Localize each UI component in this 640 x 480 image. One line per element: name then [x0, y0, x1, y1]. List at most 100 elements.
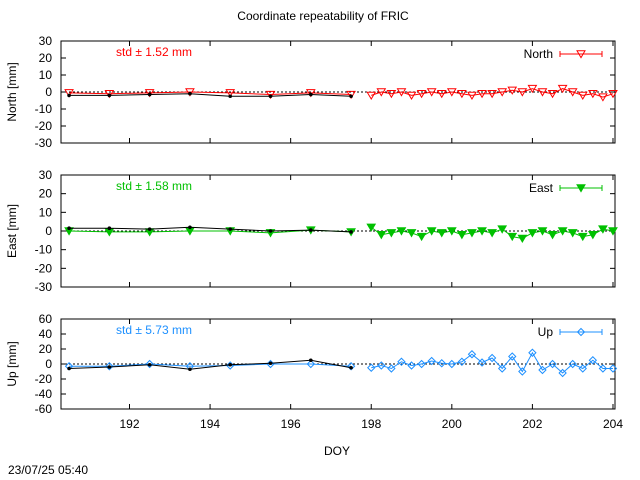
up-ytick-label: -20 — [35, 372, 53, 386]
north-hourly-point — [567, 88, 578, 97]
north-daily-markers-point — [144, 89, 155, 98]
north-hourly-point — [366, 91, 377, 100]
east-ytick-label: 30 — [39, 168, 53, 182]
up-xtick-label: 204 — [603, 417, 623, 431]
up-daily-black-point — [268, 361, 273, 366]
up-ytick-label: -60 — [35, 402, 53, 416]
up-daily-markers-point — [145, 359, 154, 369]
north-hourly-point — [477, 90, 487, 99]
east-hourly-point — [426, 227, 437, 236]
east-ytick-label: 0 — [45, 224, 52, 238]
up-hourly-point — [427, 356, 436, 366]
east-hourly-point — [547, 231, 558, 240]
up-hourly-point — [497, 364, 507, 373]
up-hourly-point — [457, 357, 467, 366]
north-legend-label: North — [524, 47, 553, 61]
up-xtick-label: 202 — [522, 417, 542, 431]
north-hourly-point — [517, 88, 528, 97]
up-hourly-point — [437, 359, 446, 368]
up-hourly-point — [508, 352, 517, 361]
east-hourly-point — [386, 229, 397, 238]
east-hourly-point — [396, 227, 407, 236]
up-xtick-label: 194 — [200, 417, 220, 431]
up-daily-markers-point — [105, 362, 114, 371]
east-hourly-point — [487, 229, 497, 238]
east-daily-black-line — [69, 226, 352, 233]
up-xtick-label: 192 — [119, 417, 139, 431]
east-ytick-label: 20 — [39, 187, 53, 201]
north-hourly-line — [371, 88, 614, 98]
up-std-label: std ± 5.73 mm — [116, 323, 192, 337]
north-ytick-label: -10 — [35, 102, 53, 116]
up-legend-marker — [576, 327, 586, 337]
up-daily-markers-line — [69, 363, 352, 367]
east-hourly-point — [598, 225, 608, 234]
north-ytick-label: 30 — [39, 34, 53, 48]
north-daily-black-point — [268, 94, 273, 99]
up-daily-black-point — [107, 365, 112, 369]
north-hourly-point — [557, 84, 568, 94]
north-hourly-point — [587, 90, 598, 99]
east-daily-black-point — [188, 225, 192, 230]
up-xtick-label: 200 — [442, 417, 462, 431]
timestamp: 23/07/25 05:40 — [8, 463, 88, 477]
up-daily-black-point — [309, 358, 313, 363]
up-daily-markers-point — [346, 362, 356, 371]
north-daily-markers-point — [64, 89, 74, 98]
north-daily-black-line — [69, 93, 352, 97]
north-daily-markers-point — [265, 90, 276, 100]
up-hourly-point — [608, 364, 618, 373]
east-hourly-point — [517, 234, 528, 244]
east-hourly-point — [497, 225, 508, 234]
east-hourly-point — [446, 227, 457, 236]
up-ytick-label: 20 — [39, 342, 53, 356]
up-hourly-point — [377, 361, 386, 370]
north-daily-black-point — [107, 93, 112, 98]
east-hourly-point — [467, 229, 477, 238]
north-daily-markers-point — [225, 89, 236, 98]
up-hourly-point — [588, 356, 598, 365]
up-hourly-point — [367, 363, 376, 372]
east-hourly-point — [527, 229, 538, 238]
north-hourly-point — [386, 90, 397, 99]
east-hourly-point — [587, 231, 598, 240]
up-ytick-label: 40 — [39, 327, 53, 341]
up-hourly-point — [548, 359, 557, 369]
up-hourly-point — [598, 364, 608, 373]
north-daily-black-point — [228, 94, 233, 99]
north-ytick-label: 0 — [45, 85, 52, 99]
east-daily-black-point — [147, 227, 152, 231]
up-daily-black-point — [147, 362, 152, 367]
up-hourly-line — [371, 351, 613, 374]
up-daily-black-point — [188, 367, 192, 372]
up-hourly-point — [487, 353, 497, 363]
north-hourly-point — [598, 93, 608, 102]
north-hourly-point — [376, 88, 387, 97]
north-ytick-label: -20 — [35, 119, 53, 133]
north-ytick-label: 10 — [39, 68, 53, 82]
up-hourly-point — [538, 365, 547, 375]
east-hourly-point — [477, 227, 487, 236]
up-legend-label: Up — [538, 325, 554, 339]
north-hourly-point — [406, 91, 417, 100]
north-hourly-point — [467, 91, 477, 100]
north-hourly-point — [487, 90, 497, 99]
up-ytick-label: 60 — [39, 312, 53, 326]
east-hourly-point — [567, 229, 578, 238]
up-daily-black-line — [69, 359, 352, 370]
east-std-label: std ± 1.58 mm — [116, 179, 192, 193]
north-std-label: std ± 1.52 mm — [116, 45, 192, 59]
up-daily-markers-point — [306, 359, 316, 369]
east-y-axis-label: East [mm] — [5, 204, 19, 258]
up-hourly-point — [467, 350, 477, 359]
north-daily-black-point — [67, 93, 71, 98]
north-ytick-label: -30 — [35, 136, 53, 150]
north-hourly-point — [527, 84, 538, 94]
north-daily-markers-point — [305, 89, 316, 98]
north-daily-black-point — [349, 94, 353, 99]
up-hourly-point — [568, 359, 577, 369]
east-hourly-point — [507, 232, 518, 242]
east-ytick-label: -20 — [35, 261, 53, 275]
